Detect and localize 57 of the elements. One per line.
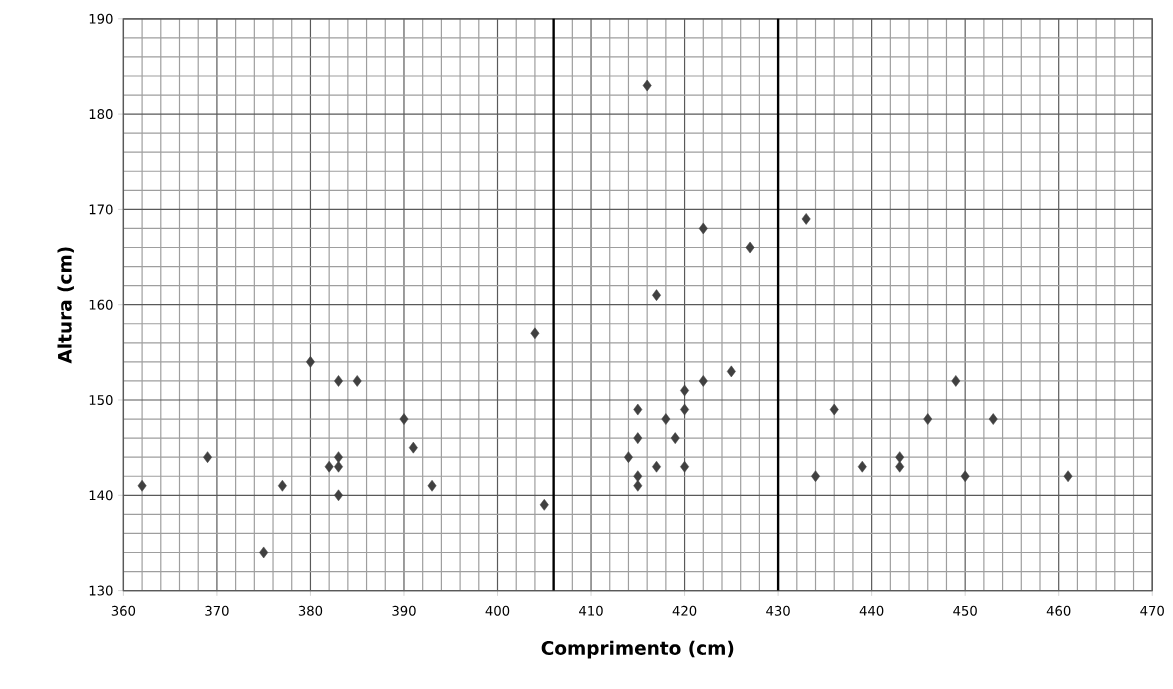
- x-tick-label: 440: [859, 606, 884, 617]
- point: [137, 480, 147, 492]
- point: [698, 375, 708, 387]
- point: [857, 461, 867, 473]
- y-tick-label: 190: [89, 14, 113, 25]
- point: [334, 375, 343, 387]
- point: [277, 480, 287, 492]
- x-tick-label: 460: [1046, 606, 1071, 617]
- x-tick-label: 400: [485, 606, 510, 617]
- point: [642, 79, 652, 92]
- x-tick-label: 420: [672, 606, 697, 617]
- point: [352, 375, 362, 387]
- point: [324, 461, 334, 473]
- point: [661, 413, 671, 426]
- y-axis-title: Altura (cm): [57, 247, 74, 364]
- point: [408, 442, 418, 454]
- point: [829, 403, 839, 416]
- x-tick-label: 410: [579, 606, 603, 617]
- y-tick-label: 180: [89, 109, 113, 120]
- x-tick-label: 370: [205, 606, 229, 617]
- point: [633, 470, 643, 483]
- point: [951, 375, 961, 387]
- point: [960, 470, 970, 483]
- point: [427, 480, 437, 492]
- point: [801, 213, 811, 225]
- point: [895, 461, 905, 473]
- y-tick-label: 140: [89, 490, 113, 501]
- point: [633, 480, 643, 492]
- x-tick-label: 450: [953, 606, 977, 617]
- y-tick-label: 150: [89, 395, 113, 406]
- x-tick-label: 470: [1140, 606, 1164, 617]
- point: [670, 432, 680, 445]
- point: [652, 461, 661, 473]
- x-tick-label: 430: [766, 606, 790, 617]
- x-tick-label: 360: [111, 606, 136, 617]
- point: [988, 413, 998, 426]
- y-tick-label: 130: [89, 585, 113, 596]
- x-tick-label: 390: [392, 606, 416, 617]
- y-tick-label: 170: [89, 204, 113, 215]
- point: [539, 499, 549, 511]
- y-tick-label: 160: [89, 299, 113, 310]
- point: [1063, 470, 1073, 483]
- point: [698, 222, 708, 235]
- point: [633, 432, 643, 445]
- point: [923, 413, 933, 426]
- point: [895, 451, 905, 464]
- point: [306, 356, 315, 368]
- point: [259, 546, 269, 559]
- x-axis-title: Comprimento (cm): [541, 640, 734, 659]
- point: [726, 365, 736, 378]
- point: [680, 461, 689, 473]
- point: [745, 241, 755, 254]
- x-tick-label: 380: [298, 606, 323, 617]
- point: [399, 413, 409, 426]
- point: [633, 403, 643, 416]
- point: [334, 461, 343, 473]
- point: [530, 327, 540, 340]
